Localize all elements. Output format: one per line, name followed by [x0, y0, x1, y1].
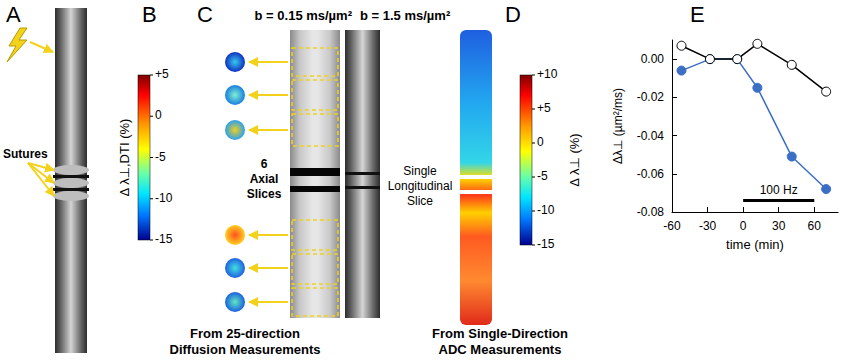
svg-text:-5: -5: [155, 150, 166, 164]
svg-text:+5: +5: [537, 101, 551, 115]
svg-text:Sutures: Sutures: [3, 147, 48, 161]
svg-text:From Single-Direction: From Single-Direction: [432, 326, 568, 341]
svg-text:100 Hz: 100 Hz: [760, 183, 798, 197]
svg-text:-5: -5: [537, 169, 548, 183]
svg-text:+10: +10: [537, 67, 558, 81]
svg-text:+5: +5: [155, 67, 169, 81]
svg-text:Δλ⊥ (µm²/ms): Δλ⊥ (µm²/ms): [611, 88, 625, 164]
svg-text:E: E: [690, 2, 705, 27]
svg-text:-15: -15: [537, 237, 555, 251]
svg-text:ADC Measurements: ADC Measurements: [439, 342, 562, 357]
svg-text:60: 60: [808, 219, 822, 233]
svg-text:Single: Single: [403, 164, 437, 178]
svg-text:b = 0.15 ms/µm²: b = 0.15 ms/µm²: [255, 8, 353, 23]
svg-text:Δ λ⊥,DTI (%): Δ λ⊥,DTI (%): [117, 119, 132, 197]
svg-text:-30: -30: [699, 219, 717, 233]
svg-text:A: A: [6, 2, 21, 27]
svg-text:Longitudinal: Longitudinal: [388, 179, 453, 193]
svg-text:6: 6: [261, 157, 268, 171]
svg-text:Axial: Axial: [250, 172, 279, 186]
svg-text:From 25-direction: From 25-direction: [190, 326, 300, 341]
svg-text:-15: -15: [155, 232, 173, 246]
svg-text:Slices: Slices: [247, 187, 282, 201]
svg-text:0: 0: [740, 219, 747, 233]
svg-text:30: 30: [772, 219, 786, 233]
svg-text:0.00: 0.00: [641, 52, 665, 66]
svg-text:B: B: [142, 2, 157, 27]
svg-text:-0.02: -0.02: [637, 90, 665, 104]
svg-text:C: C: [197, 2, 213, 27]
svg-text:Δ λ⊥ (%): Δ λ⊥ (%): [567, 133, 582, 186]
svg-text:Slice: Slice: [407, 194, 433, 208]
svg-text:-10: -10: [537, 203, 555, 217]
svg-text:0: 0: [155, 108, 162, 122]
svg-text:-10: -10: [155, 191, 173, 205]
svg-text:-0.06: -0.06: [637, 167, 665, 181]
svg-text:0: 0: [537, 135, 544, 149]
svg-text:-0.04: -0.04: [637, 129, 665, 143]
svg-text:time (min): time (min): [726, 237, 784, 252]
svg-text:-60: -60: [663, 219, 681, 233]
svg-text:D: D: [505, 2, 521, 27]
svg-text:Diffusion Measurements: Diffusion Measurements: [170, 342, 321, 357]
svg-text:b = 1.5 ms/µm²: b = 1.5 ms/µm²: [360, 8, 451, 23]
svg-text:-0.08: -0.08: [637, 205, 665, 219]
